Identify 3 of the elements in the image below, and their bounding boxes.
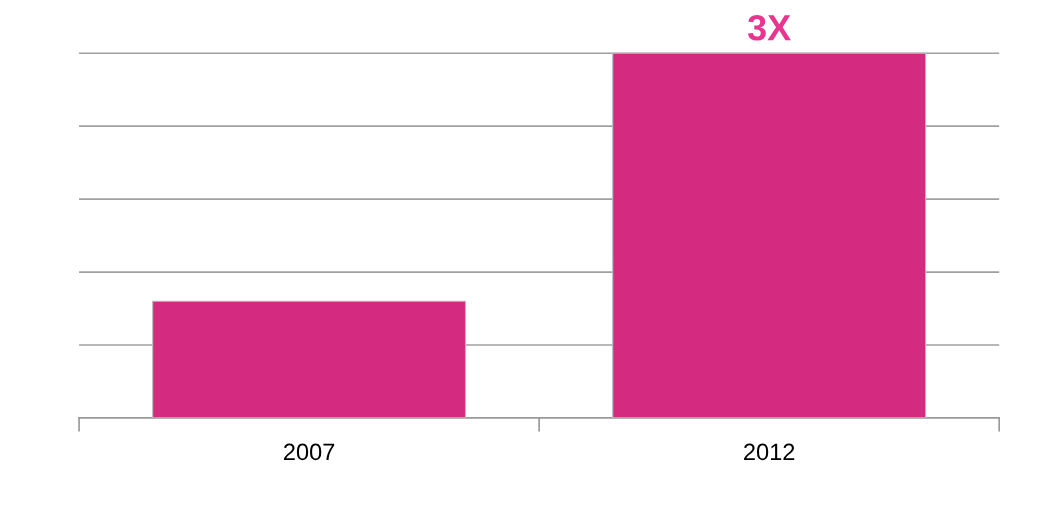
x-tick-label: 2012: [744, 443, 795, 461]
annotation: 3X: [747, 14, 791, 41]
x-tick-label: 2007: [284, 443, 335, 461]
